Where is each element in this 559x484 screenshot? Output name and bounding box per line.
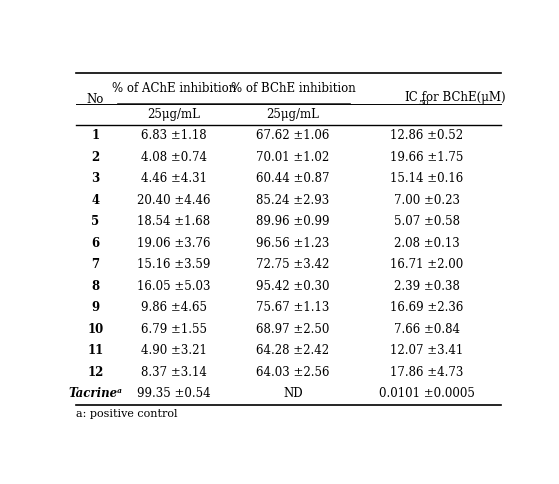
Text: IC: IC bbox=[404, 91, 418, 104]
Text: 67.62 ±1.06: 67.62 ±1.06 bbox=[256, 129, 330, 142]
Text: 11: 11 bbox=[87, 344, 103, 357]
Text: 1: 1 bbox=[92, 129, 100, 142]
Text: 20.40 ±4.46: 20.40 ±4.46 bbox=[138, 194, 211, 207]
Text: 3: 3 bbox=[91, 172, 100, 185]
Text: 16.71 ±2.00: 16.71 ±2.00 bbox=[390, 258, 463, 272]
Text: 6.83 ±1.18: 6.83 ±1.18 bbox=[141, 129, 207, 142]
Text: 8.37 ±3.14: 8.37 ±3.14 bbox=[141, 366, 207, 379]
Text: 72.75 ±3.42: 72.75 ±3.42 bbox=[256, 258, 330, 272]
Text: 2.39 ±0.38: 2.39 ±0.38 bbox=[394, 280, 459, 293]
Text: 75.67 ±1.13: 75.67 ±1.13 bbox=[256, 302, 330, 314]
Text: % of BChE inhibition: % of BChE inhibition bbox=[230, 82, 356, 95]
Text: % of AChE inhibition: % of AChE inhibition bbox=[112, 82, 236, 95]
Text: 4.90 ±3.21: 4.90 ±3.21 bbox=[141, 344, 207, 357]
Text: 17.86 ±4.73: 17.86 ±4.73 bbox=[390, 366, 463, 379]
Text: 5.07 ±0.58: 5.07 ±0.58 bbox=[394, 215, 459, 228]
Text: 64.28 ±2.42: 64.28 ±2.42 bbox=[257, 344, 329, 357]
Text: a: positive control: a: positive control bbox=[77, 409, 178, 419]
Text: 64.03 ±2.56: 64.03 ±2.56 bbox=[256, 366, 330, 379]
Text: No: No bbox=[87, 92, 104, 106]
Text: 25μg/mL: 25μg/mL bbox=[148, 108, 201, 121]
Text: for BChE(μM): for BChE(μM) bbox=[418, 91, 506, 104]
Text: 70.01 ±1.02: 70.01 ±1.02 bbox=[256, 151, 329, 164]
Text: 15.16 ±3.59: 15.16 ±3.59 bbox=[138, 258, 211, 272]
Text: 2.08 ±0.13: 2.08 ±0.13 bbox=[394, 237, 459, 250]
Text: 7.00 ±0.23: 7.00 ±0.23 bbox=[394, 194, 459, 207]
Text: 50: 50 bbox=[418, 99, 429, 107]
Text: 7: 7 bbox=[92, 258, 100, 272]
Text: 99.35 ±0.54: 99.35 ±0.54 bbox=[137, 387, 211, 400]
Text: 19.66 ±1.75: 19.66 ±1.75 bbox=[390, 151, 463, 164]
Text: 4: 4 bbox=[92, 194, 100, 207]
Text: Tacrineᵃ: Tacrineᵃ bbox=[69, 387, 122, 400]
Text: 12.07 ±3.41: 12.07 ±3.41 bbox=[390, 344, 463, 357]
Text: 68.97 ±2.50: 68.97 ±2.50 bbox=[256, 323, 330, 336]
Text: 16.69 ±2.36: 16.69 ±2.36 bbox=[390, 302, 463, 314]
Text: 19.06 ±3.76: 19.06 ±3.76 bbox=[138, 237, 211, 250]
Text: 89.96 ±0.99: 89.96 ±0.99 bbox=[256, 215, 330, 228]
Text: 12.86 ±0.52: 12.86 ±0.52 bbox=[390, 129, 463, 142]
Text: 7.66 ±0.84: 7.66 ±0.84 bbox=[394, 323, 459, 336]
Text: 95.42 ±0.30: 95.42 ±0.30 bbox=[256, 280, 330, 293]
Text: 16.05 ±5.03: 16.05 ±5.03 bbox=[138, 280, 211, 293]
Text: 85.24 ±2.93: 85.24 ±2.93 bbox=[256, 194, 329, 207]
Text: 96.56 ±1.23: 96.56 ±1.23 bbox=[256, 237, 330, 250]
Text: 6: 6 bbox=[92, 237, 100, 250]
Text: 9.86 ±4.65: 9.86 ±4.65 bbox=[141, 302, 207, 314]
Text: 25μg/mL: 25μg/mL bbox=[267, 108, 319, 121]
Text: 10: 10 bbox=[87, 323, 103, 336]
Text: 60.44 ±0.87: 60.44 ±0.87 bbox=[256, 172, 330, 185]
Text: 4.46 ±4.31: 4.46 ±4.31 bbox=[141, 172, 207, 185]
Text: 5: 5 bbox=[92, 215, 100, 228]
Text: 15.14 ±0.16: 15.14 ±0.16 bbox=[390, 172, 463, 185]
Text: 0.0101 ±0.0005: 0.0101 ±0.0005 bbox=[378, 387, 475, 400]
Text: 4.08 ±0.74: 4.08 ±0.74 bbox=[141, 151, 207, 164]
Text: ND: ND bbox=[283, 387, 303, 400]
Text: 8: 8 bbox=[92, 280, 100, 293]
Text: 9: 9 bbox=[92, 302, 100, 314]
Text: 12: 12 bbox=[87, 366, 103, 379]
Text: 6.79 ±1.55: 6.79 ±1.55 bbox=[141, 323, 207, 336]
Text: 2: 2 bbox=[91, 151, 100, 164]
Text: 18.54 ±1.68: 18.54 ±1.68 bbox=[138, 215, 211, 228]
